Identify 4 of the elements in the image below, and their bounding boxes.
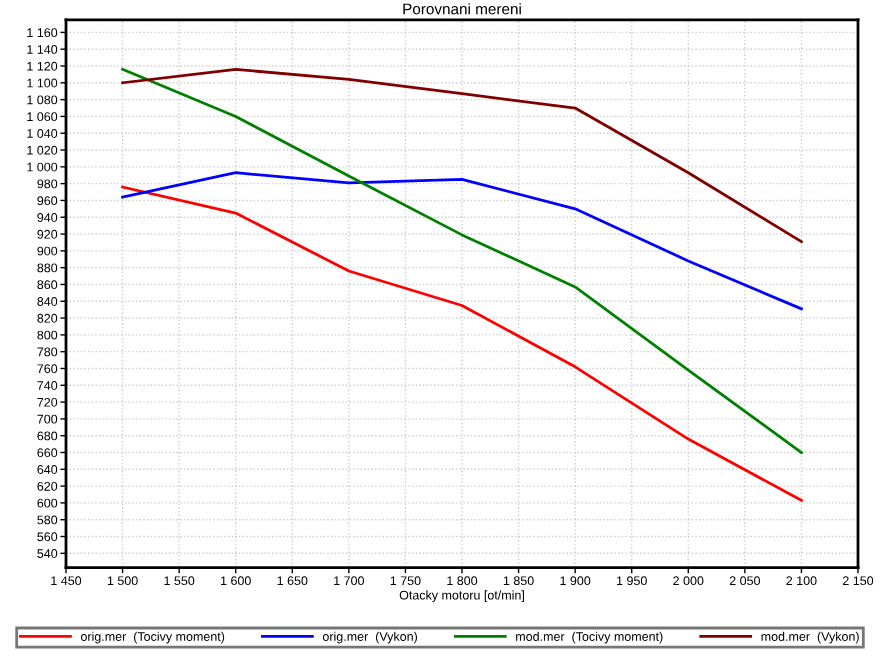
line-series: [121, 67, 803, 243]
line-series: [121, 185, 803, 502]
line-series: [121, 171, 803, 311]
line-series: [121, 67, 803, 454]
